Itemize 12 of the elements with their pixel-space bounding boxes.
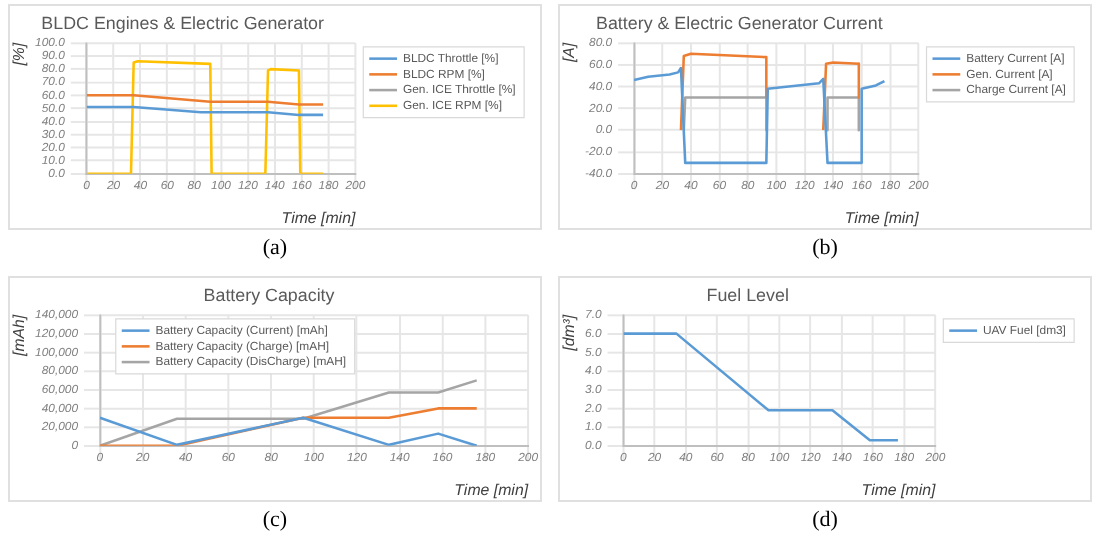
text: (a) bbox=[260, 234, 290, 264]
chart-title: BLDC Engines & Electric Generator bbox=[41, 13, 325, 34]
y-axis-title: [mAh] bbox=[9, 312, 28, 357]
y-axis-title: [A] bbox=[559, 41, 578, 65]
chart-title: Fuel Level bbox=[706, 284, 789, 305]
text: (b) bbox=[810, 234, 840, 264]
text: (d) bbox=[810, 505, 840, 535]
chart-title: Battery Capacity bbox=[203, 284, 336, 305]
y-axis-title: [dm³] bbox=[559, 312, 578, 352]
y-axis-title: [%] bbox=[9, 41, 28, 68]
text: (c) bbox=[260, 505, 290, 535]
chart-title: Battery & Electric Generator Current bbox=[596, 13, 884, 34]
